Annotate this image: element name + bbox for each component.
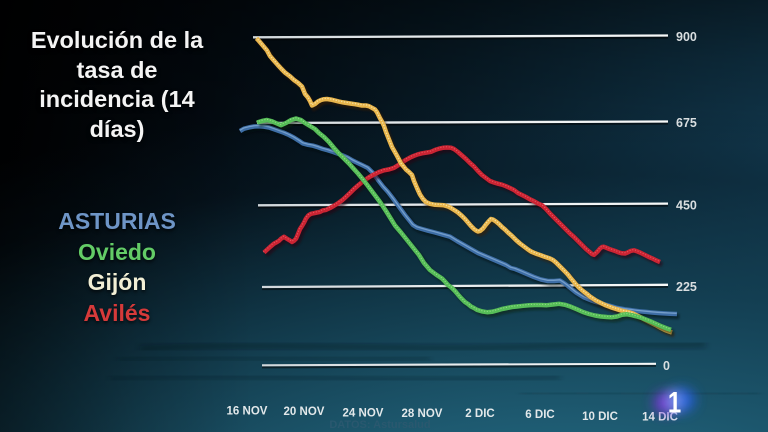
svg-text:900: 900 xyxy=(676,30,697,44)
svg-text:28 NOV: 28 NOV xyxy=(402,408,443,420)
svg-text:675: 675 xyxy=(676,116,697,130)
svg-text:14 DIC: 14 DIC xyxy=(642,412,678,424)
svg-text:16 NOV: 16 NOV xyxy=(227,406,268,418)
svg-text:2 DIC: 2 DIC xyxy=(465,408,494,420)
svg-text:0: 0 xyxy=(663,359,670,373)
svg-text:24 NOV: 24 NOV xyxy=(343,408,384,420)
svg-text:1: 1 xyxy=(668,385,681,419)
svg-text:450: 450 xyxy=(676,199,697,213)
svg-text:10 DIC: 10 DIC xyxy=(582,411,618,423)
svg-text:6 DIC: 6 DIC xyxy=(525,409,554,421)
svg-text:DATOS: Astursalud: DATOS: Astursalud xyxy=(329,419,430,431)
svg-text:20 NOV: 20 NOV xyxy=(284,406,325,418)
svg-text:225: 225 xyxy=(676,280,697,294)
